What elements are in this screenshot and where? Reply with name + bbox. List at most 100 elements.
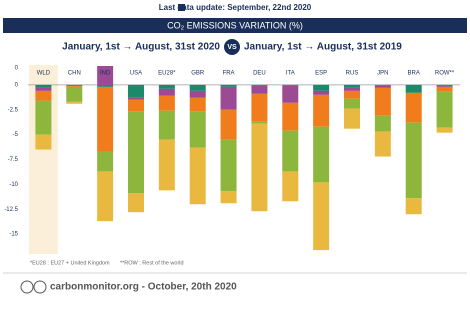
bar-segment bbox=[282, 84, 299, 86]
bar-segment bbox=[66, 85, 83, 87]
bar-segment bbox=[282, 102, 299, 131]
bar-segment bbox=[66, 101, 83, 104]
bar-segment bbox=[128, 99, 144, 112]
bar-segment bbox=[374, 115, 391, 132]
x-tick-label: GBR bbox=[191, 71, 205, 77]
y-tick-label: -10 bbox=[9, 182, 18, 188]
bar-segment bbox=[128, 84, 144, 98]
bar-segment bbox=[282, 85, 299, 103]
bar-segment bbox=[220, 109, 237, 140]
x-tick-label: CHN bbox=[68, 71, 81, 77]
bar-segment bbox=[189, 97, 206, 112]
y-tick-label: -7.5 bbox=[8, 157, 19, 163]
bar-segment bbox=[344, 84, 360, 88]
bar-segment bbox=[251, 121, 268, 124]
bar-segment bbox=[35, 90, 52, 101]
cc-icon bbox=[20, 280, 34, 294]
bar-segment bbox=[313, 182, 330, 251]
y-tick-label: -12.5 bbox=[4, 207, 18, 213]
x-tick-label: DEU bbox=[253, 71, 266, 77]
footnote: **ROW : Rest of the world bbox=[120, 260, 184, 266]
bar-segment bbox=[344, 98, 360, 109]
bar-segment bbox=[35, 100, 52, 135]
bar-segment bbox=[436, 86, 453, 92]
bar-segment bbox=[97, 86, 114, 152]
bar-segment bbox=[344, 87, 360, 91]
bar-segment bbox=[189, 147, 206, 205]
bar-segment bbox=[97, 151, 114, 172]
bar-segment bbox=[158, 139, 175, 191]
period-2: January, 1st → August, 31st 2019 bbox=[244, 42, 402, 53]
by-icon bbox=[33, 280, 47, 294]
bar-segment bbox=[344, 90, 360, 99]
bar-segment bbox=[374, 84, 391, 86]
y-tick-label: -2.5 bbox=[8, 107, 19, 113]
bar-segment bbox=[436, 84, 453, 86]
bar-segment bbox=[251, 84, 268, 86]
bar-segment bbox=[251, 93, 268, 122]
x-tick-label: ROW** bbox=[435, 71, 455, 77]
y-tick-label: 0 bbox=[15, 82, 19, 88]
x-tick-label: ESP bbox=[315, 71, 327, 77]
footnote: *EU28 : EU27 + United Kingdom bbox=[30, 260, 110, 266]
period-1: January, 1st → August, 31st 2020 bbox=[62, 42, 220, 53]
bar-segment bbox=[405, 198, 422, 215]
bar-segment bbox=[97, 84, 114, 87]
x-tick-label: BRA bbox=[408, 71, 420, 77]
y-tick-label: 0 bbox=[15, 66, 19, 72]
bar-segment bbox=[97, 65, 114, 85]
bar-segment bbox=[158, 110, 175, 140]
bar-segment bbox=[220, 86, 237, 110]
bar-segment bbox=[313, 90, 330, 95]
bar-segment bbox=[374, 85, 391, 88]
bar-segment bbox=[66, 86, 83, 102]
x-tick-label: JPN bbox=[377, 71, 388, 77]
bar-segment bbox=[405, 84, 422, 93]
bar-segment bbox=[35, 134, 52, 150]
footer: carbonmonitor.org - October, 20th 2020 bbox=[50, 282, 237, 293]
bar-segment bbox=[128, 193, 144, 213]
x-tick-label: WLD bbox=[37, 71, 51, 77]
title-bar bbox=[3, 18, 467, 33]
bar-segment bbox=[189, 84, 206, 91]
bar-segment bbox=[35, 84, 52, 88]
x-tick-label: ITA bbox=[286, 71, 295, 77]
bar-segment bbox=[344, 108, 360, 129]
bar-segment bbox=[282, 130, 299, 172]
bar-segment bbox=[158, 84, 175, 89]
bar-segment bbox=[158, 88, 175, 96]
x-tick-label: RUS bbox=[346, 71, 359, 77]
bar-segment bbox=[66, 84, 83, 86]
bar-segment bbox=[189, 90, 206, 98]
bar-segment bbox=[313, 126, 330, 183]
bar-segment bbox=[35, 87, 52, 91]
bar-segment bbox=[405, 92, 422, 123]
vs-label: VS bbox=[227, 44, 237, 51]
bar-segment bbox=[251, 123, 268, 212]
bar-segment bbox=[405, 122, 422, 199]
y-tick-label: -15 bbox=[9, 232, 18, 238]
bar-segment bbox=[128, 111, 144, 194]
x-tick-label: FRA bbox=[223, 71, 235, 77]
calendar-icon bbox=[178, 4, 185, 11]
bar-segment bbox=[251, 85, 268, 94]
x-tick-label: USA bbox=[130, 71, 142, 77]
bar-segment bbox=[313, 84, 330, 91]
bar-segment bbox=[374, 131, 391, 157]
bar-segment bbox=[313, 94, 330, 127]
bar-segment bbox=[436, 127, 453, 133]
chart-title: CO₂ EMISSIONS VARIATION (%) bbox=[167, 20, 303, 30]
update-note: Last data update: September, 22nd 2020 bbox=[159, 3, 312, 12]
x-tick-label: EU28* bbox=[158, 71, 176, 77]
bar-segment bbox=[220, 139, 237, 192]
bar-segment bbox=[282, 171, 299, 202]
bar-segment bbox=[220, 191, 237, 204]
bar-segment bbox=[158, 95, 175, 111]
bar-segment bbox=[374, 87, 391, 116]
bar-segment bbox=[436, 85, 453, 87]
y-tick-label: -5 bbox=[13, 132, 19, 138]
vs-badge bbox=[224, 39, 240, 55]
bar-segment bbox=[220, 84, 237, 87]
bar-segment bbox=[128, 97, 144, 100]
